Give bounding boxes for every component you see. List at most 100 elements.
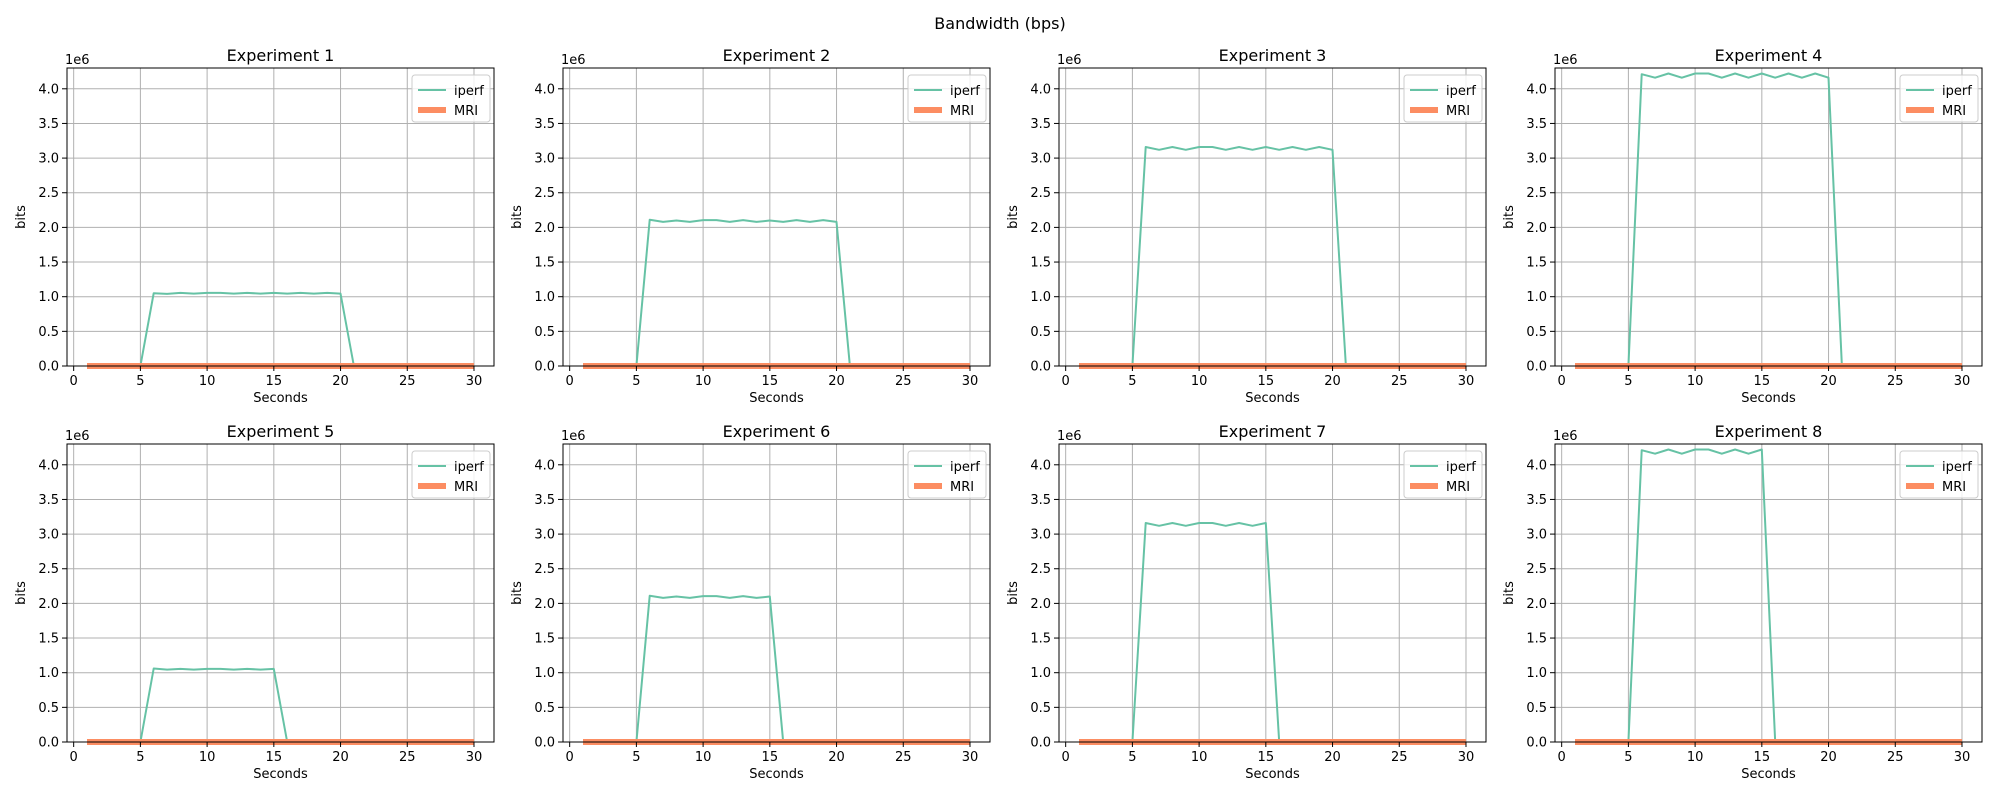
y-tick-label: 3.0: [38, 528, 59, 543]
y-tick-label: 4.0: [1526, 82, 1547, 97]
y-tick-label: 1.5: [38, 632, 59, 647]
x-tick-label: 5: [1624, 750, 1632, 765]
x-axis-label: Seconds: [1741, 391, 1796, 406]
y-tick-label: 1.5: [534, 256, 555, 271]
y-tick-label: 1.0: [1526, 666, 1547, 681]
x-tick-label: 20: [332, 374, 349, 389]
legend-label-mri: MRI: [1942, 104, 1966, 119]
x-tick-label: 10: [1687, 750, 1704, 765]
axes-frame: [562, 67, 991, 367]
y-tick-label: 0.5: [534, 701, 555, 716]
y-offset-text: 1e6: [1553, 429, 1578, 444]
y-tick-label: 3.5: [534, 117, 555, 132]
y-tick-label: 1.0: [534, 290, 555, 305]
subplot-title: Experiment 2: [723, 46, 831, 65]
x-tick-label: 30: [962, 374, 979, 389]
y-offset-text: 1e6: [1057, 429, 1082, 444]
x-tick-label: 20: [332, 750, 349, 765]
x-tick-label: 5: [136, 750, 144, 765]
y-axis-label: bits: [1006, 581, 1021, 605]
y-axis-label: bits: [14, 205, 29, 229]
y-tick-label: 3.0: [1526, 528, 1547, 543]
y-tick-label: 2.0: [1526, 221, 1547, 236]
x-tick-label: 30: [1458, 750, 1475, 765]
y-tick-label: 3.0: [38, 152, 59, 167]
y-tick-label: 3.0: [1030, 528, 1051, 543]
legend-label-mri: MRI: [454, 104, 478, 119]
axes-frame: [562, 443, 991, 743]
x-tick-label: 5: [1624, 374, 1632, 389]
x-axis-label: Seconds: [253, 767, 308, 782]
y-tick-label: 4.0: [1526, 458, 1547, 473]
x-tick-label: 30: [962, 750, 979, 765]
subplot-title: Experiment 8: [1715, 422, 1823, 441]
y-tick-label: 2.0: [1030, 597, 1051, 612]
legend-label-mri: MRI: [950, 104, 974, 119]
subplot-title: Experiment 3: [1219, 46, 1327, 65]
y-tick-label: 0.5: [1030, 325, 1051, 340]
y-tick-label: 1.0: [534, 666, 555, 681]
y-tick-label: 1.5: [1526, 632, 1547, 647]
y-tick-label: 0.0: [1030, 736, 1051, 751]
y-tick-label: 0.0: [534, 360, 555, 375]
y-tick-label: 0.0: [38, 736, 59, 751]
y-tick-label: 0.5: [38, 701, 59, 716]
y-offset-text: 1e6: [1057, 53, 1082, 68]
x-tick-label: 10: [199, 750, 216, 765]
y-tick-label: 3.5: [534, 493, 555, 508]
x-tick-label: 10: [695, 750, 712, 765]
y-tick-label: 3.5: [38, 493, 59, 508]
x-tick-label: 25: [1391, 750, 1408, 765]
x-tick-label: 30: [1458, 374, 1475, 389]
axes-frame: [1058, 67, 1487, 367]
legend-label-iperf: iperf: [950, 84, 980, 99]
x-tick-label: 0: [70, 750, 78, 765]
y-tick-label: 3.0: [534, 528, 555, 543]
y-tick-label: 2.0: [534, 597, 555, 612]
x-tick-label: 15: [762, 374, 779, 389]
y-offset-text: 1e6: [65, 53, 90, 68]
x-tick-label: 5: [1128, 750, 1136, 765]
x-tick-label: 5: [632, 750, 640, 765]
y-tick-label: 1.5: [1030, 632, 1051, 647]
x-axis-label: Seconds: [1245, 767, 1300, 782]
y-tick-label: 4.0: [534, 458, 555, 473]
x-tick-label: 10: [1191, 374, 1208, 389]
legend-label-iperf: iperf: [454, 460, 484, 475]
subplot-title: Experiment 1: [227, 46, 335, 65]
x-tick-label: 30: [466, 374, 483, 389]
y-tick-label: 2.5: [1526, 186, 1547, 201]
legend-label-mri: MRI: [950, 480, 974, 495]
subplot-1: 0 5 10 15 20 25 30 0.0 0.5 1.0 1.5 2.0 2.5 3.0 3.5 4.0 E…: [14, 46, 495, 406]
subplot-title: Experiment 7: [1219, 422, 1327, 441]
y-tick-label: 4.0: [38, 82, 59, 97]
x-tick-label: 25: [1887, 750, 1904, 765]
legend-label-mri: MRI: [454, 480, 478, 495]
figure-suptitle: Bandwidth (bps): [934, 14, 1065, 33]
y-tick-label: 3.0: [1526, 152, 1547, 167]
y-tick-label: 3.5: [1030, 117, 1051, 132]
y-offset-text: 1e6: [561, 53, 586, 68]
y-tick-label: 2.5: [1526, 562, 1547, 577]
x-tick-label: 25: [1391, 374, 1408, 389]
y-tick-label: 2.5: [38, 562, 59, 577]
y-tick-label: 4.0: [534, 82, 555, 97]
legend-label-mri: MRI: [1942, 480, 1966, 495]
x-tick-label: 0: [1062, 750, 1070, 765]
legend-label-iperf: iperf: [950, 460, 980, 475]
subplot-3: 0 5 10 15 20 25 30 0.0 0.5 1.0 1.5 2.0 2.5 3.0 3.5 4.0 E…: [1006, 46, 1487, 406]
y-tick-label: 0.0: [1526, 736, 1547, 751]
axes-frame: [1058, 443, 1487, 743]
x-tick-label: 25: [895, 750, 912, 765]
axes-frame: [66, 443, 495, 743]
y-offset-text: 1e6: [1553, 53, 1578, 68]
y-tick-label: 0.5: [1030, 701, 1051, 716]
axes-frame: [1554, 443, 1983, 743]
y-tick-label: 0.5: [1526, 701, 1547, 716]
y-tick-label: 3.0: [534, 152, 555, 167]
y-axis-label: bits: [1502, 205, 1517, 229]
subplot-5: 0 5 10 15 20 25 30 0.0 0.5 1.0 1.5 2.0 2.5 3.0 3.5 4.0 E…: [14, 422, 495, 782]
y-tick-label: 0.5: [38, 325, 59, 340]
y-tick-label: 1.5: [1030, 256, 1051, 271]
